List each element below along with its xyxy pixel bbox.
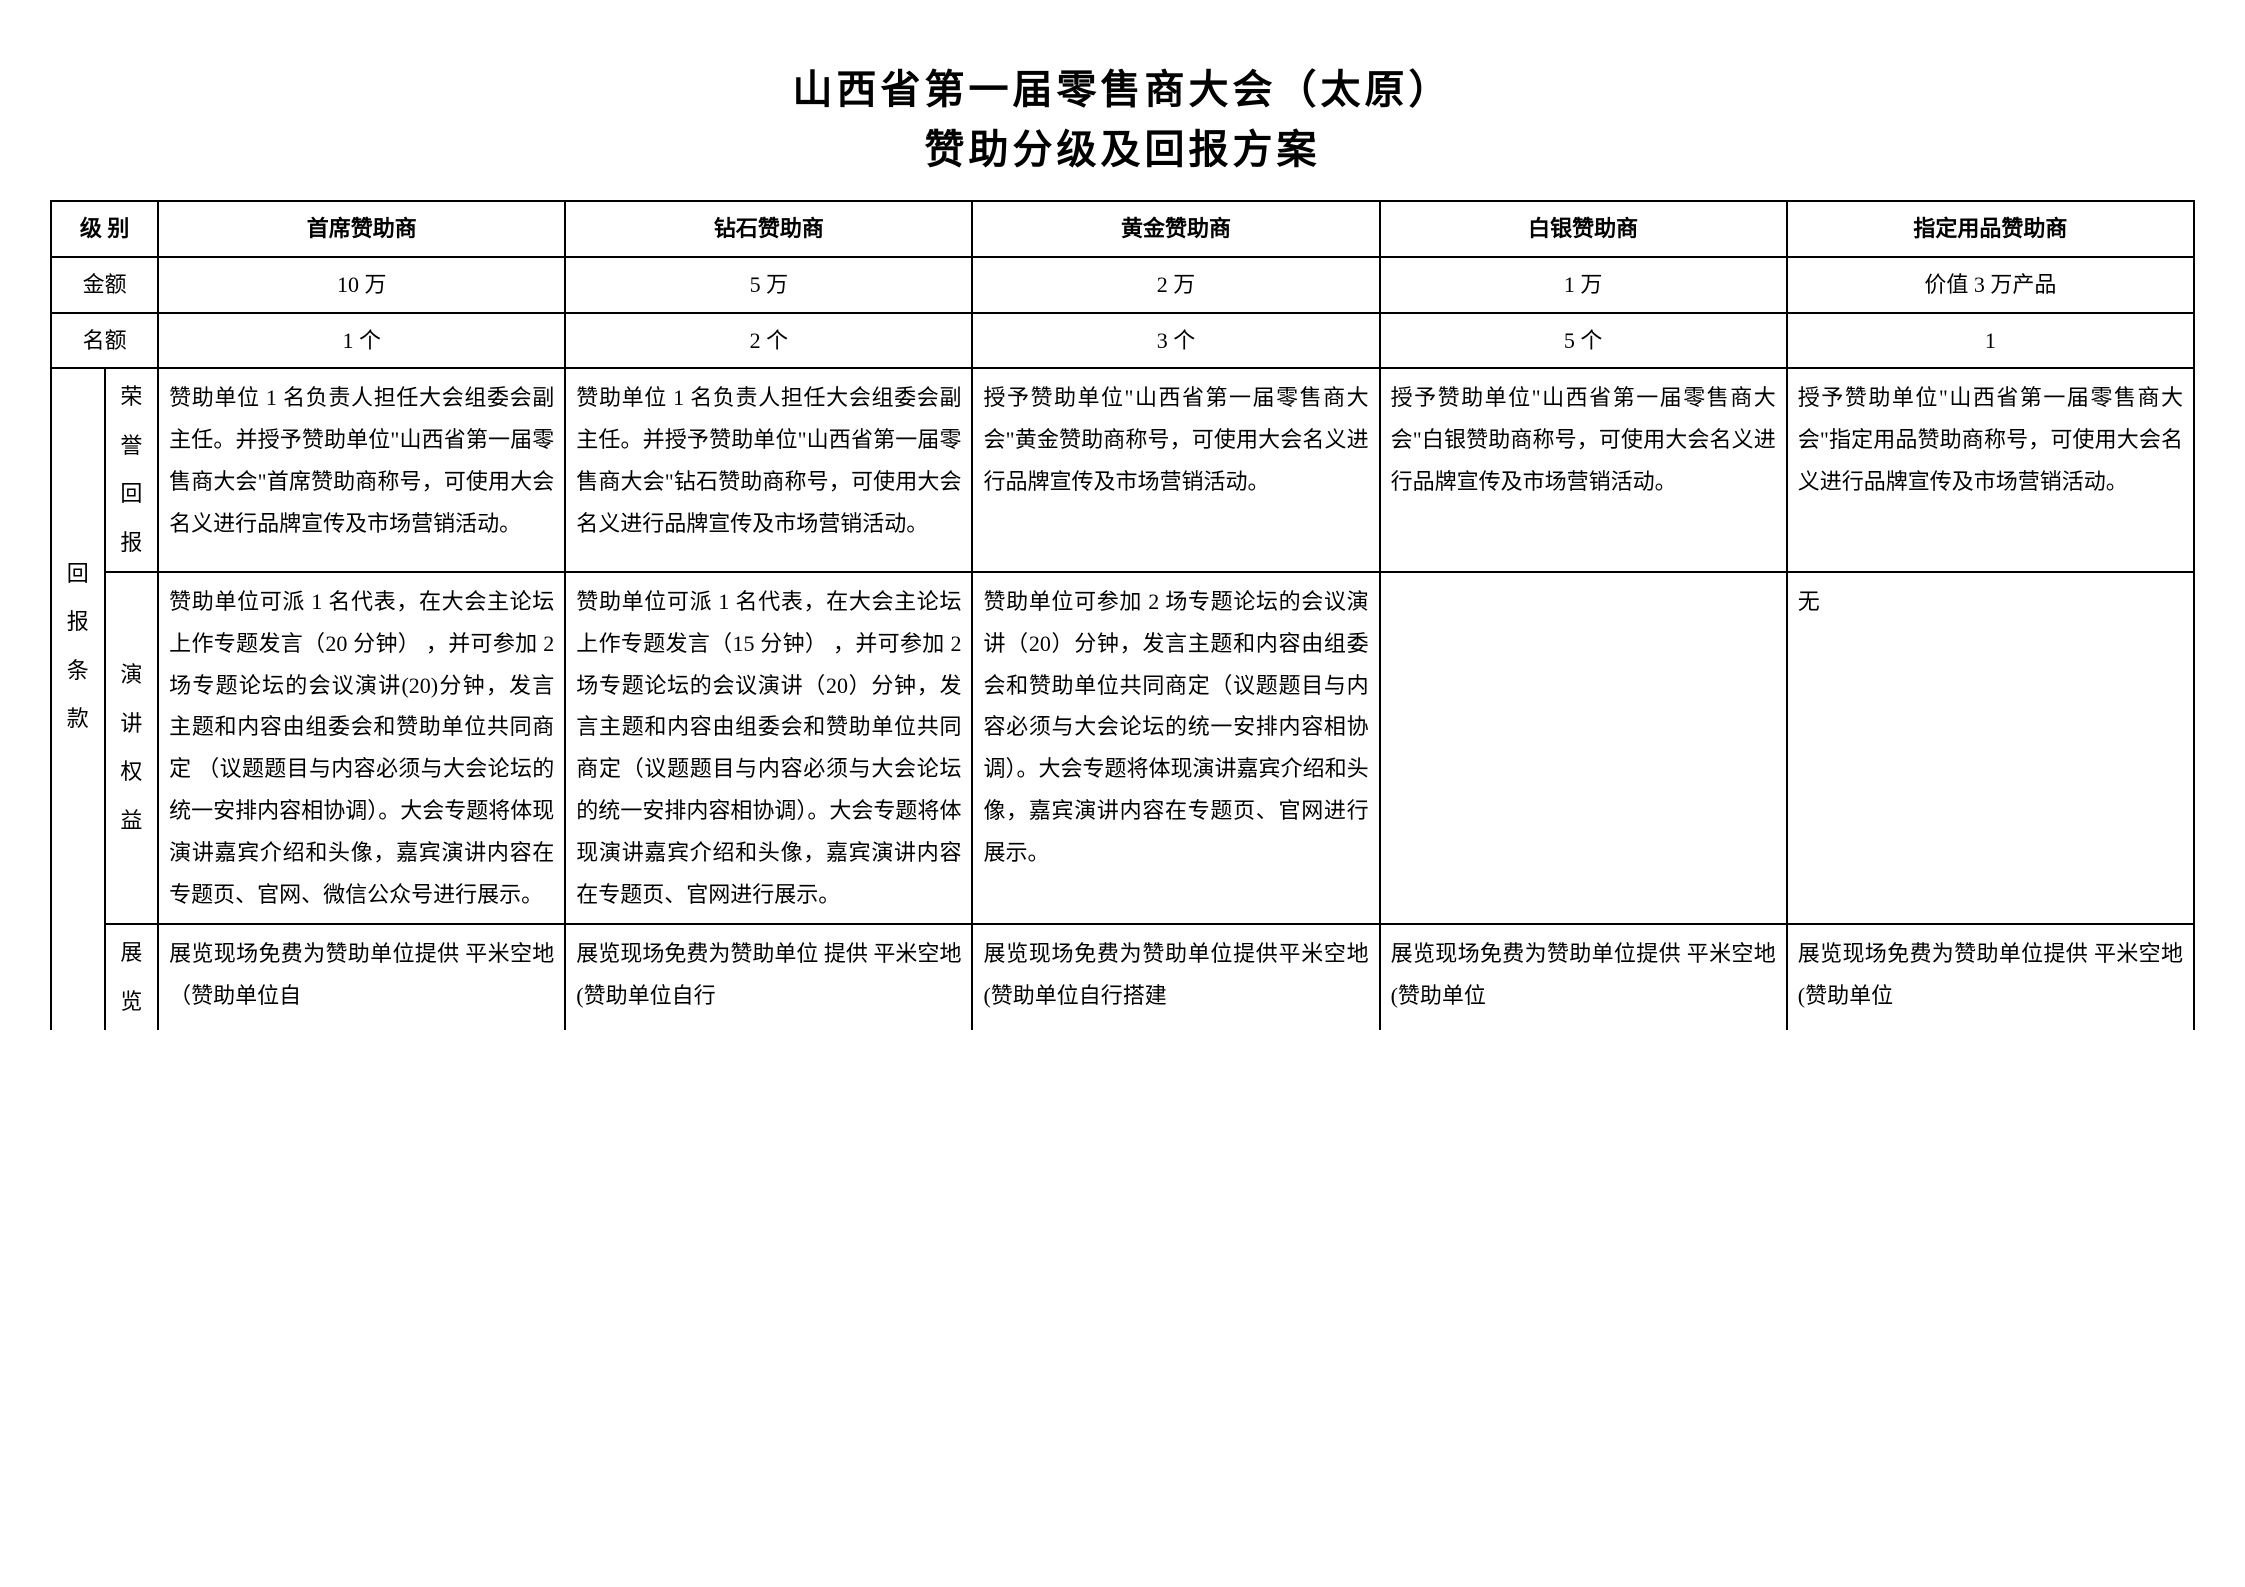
amount-0: 10 万 [158,257,565,313]
amount-label: 金额 [51,257,158,313]
title-block: 山西省第一届零售商大会（太原） 赞助分级及回报方案 [50,60,2195,180]
quota-0: 1 个 [158,313,565,369]
honor-4: 授予赞助单位"山西省第一届零售商大会"指定用品赞助商称号，可使用大会名义进行品牌… [1787,368,2194,572]
amount-3: 1 万 [1380,257,1787,313]
exhibition-1: 展览现场免费为赞助单位 提供 平米空地(赞助单位自行 [565,924,972,1030]
speech-1: 赞助单位可派 1 名代表，在大会主论坛上作专题发言（15 分钟） ，并可参加 2… [565,572,972,924]
quota-4: 1 [1787,313,2194,369]
sponsorship-table: 级 别 首席赞助商 钻石赞助商 黄金赞助商 白银赞助商 指定用品赞助商 金额 1… [50,200,2195,1030]
exhibition-3: 展览现场免费为赞助单位提供 平米空地(赞助单位 [1380,924,1787,1030]
row-exhibition: 展览 展览现场免费为赞助单位提供 平米空地（赞助单位自 展览现场免费为赞助单位 … [51,924,2194,1030]
col-header-2: 黄金赞助商 [972,201,1379,257]
honor-3: 授予赞助单位"山西省第一届零售商大会"白银赞助商称号，可使用大会名义进行品牌宣传… [1380,368,1787,572]
speech-label: 演讲权益 [105,572,159,924]
main-title: 山西省第一届零售商大会（太原） [50,60,2195,120]
row-amount: 金额 10 万 5 万 2 万 1 万 价值 3 万产品 [51,257,2194,313]
row-quota: 名额 1 个 2 个 3 个 5 个 1 [51,313,2194,369]
quota-3: 5 个 [1380,313,1787,369]
honor-label: 荣誉回报 [105,368,159,572]
row-honor: 回报条款 荣誉回报 赞助单位 1 名负责人担任大会组委会副主任。并授予赞助单位"… [51,368,2194,572]
header-row-level: 级 别 首席赞助商 钻石赞助商 黄金赞助商 白银赞助商 指定用品赞助商 [51,201,2194,257]
speech-0: 赞助单位可派 1 名代表，在大会主论坛上作专题发言（20 分钟） ，并可参加 2… [158,572,565,924]
quota-1: 2 个 [565,313,972,369]
quota-label: 名额 [51,313,158,369]
returns-label: 回报条款 [51,368,105,924]
col-header-1: 钻石赞助商 [565,201,972,257]
row-speech: 演讲权益 赞助单位可派 1 名代表，在大会主论坛上作专题发言（20 分钟） ，并… [51,572,2194,924]
amount-4: 价值 3 万产品 [1787,257,2194,313]
speech-2: 赞助单位可参加 2 场专题论坛的会议演讲（20）分钟，发言主题和内容由组委会和赞… [972,572,1379,924]
honor-1: 赞助单位 1 名负责人担任大会组委会副主任。并授予赞助单位"山西省第一届零售商大… [565,368,972,572]
honor-0: 赞助单位 1 名负责人担任大会组委会副主任。并授予赞助单位"山西省第一届零售商大… [158,368,565,572]
exhibition-2: 展览现场免费为赞助单位提供平米空地(赞助单位自行搭建 [972,924,1379,1030]
col-header-0: 首席赞助商 [158,201,565,257]
header-level-label: 级 别 [51,201,158,257]
speech-3 [1380,572,1787,924]
col-header-4: 指定用品赞助商 [1787,201,2194,257]
exhibition-4: 展览现场免费为赞助单位提供 平米空地(赞助单位 [1787,924,2194,1030]
col-header-3: 白银赞助商 [1380,201,1787,257]
sub-title: 赞助分级及回报方案 [50,120,2195,180]
honor-2: 授予赞助单位"山西省第一届零售商大会"黄金赞助商称号，可使用大会名义进行品牌宣传… [972,368,1379,572]
speech-4: 无 [1787,572,2194,924]
exhibition-label: 展览 [105,924,159,1030]
exhibition-0: 展览现场免费为赞助单位提供 平米空地（赞助单位自 [158,924,565,1030]
returns-label-cont [51,924,105,1030]
amount-1: 5 万 [565,257,972,313]
amount-2: 2 万 [972,257,1379,313]
quota-2: 3 个 [972,313,1379,369]
